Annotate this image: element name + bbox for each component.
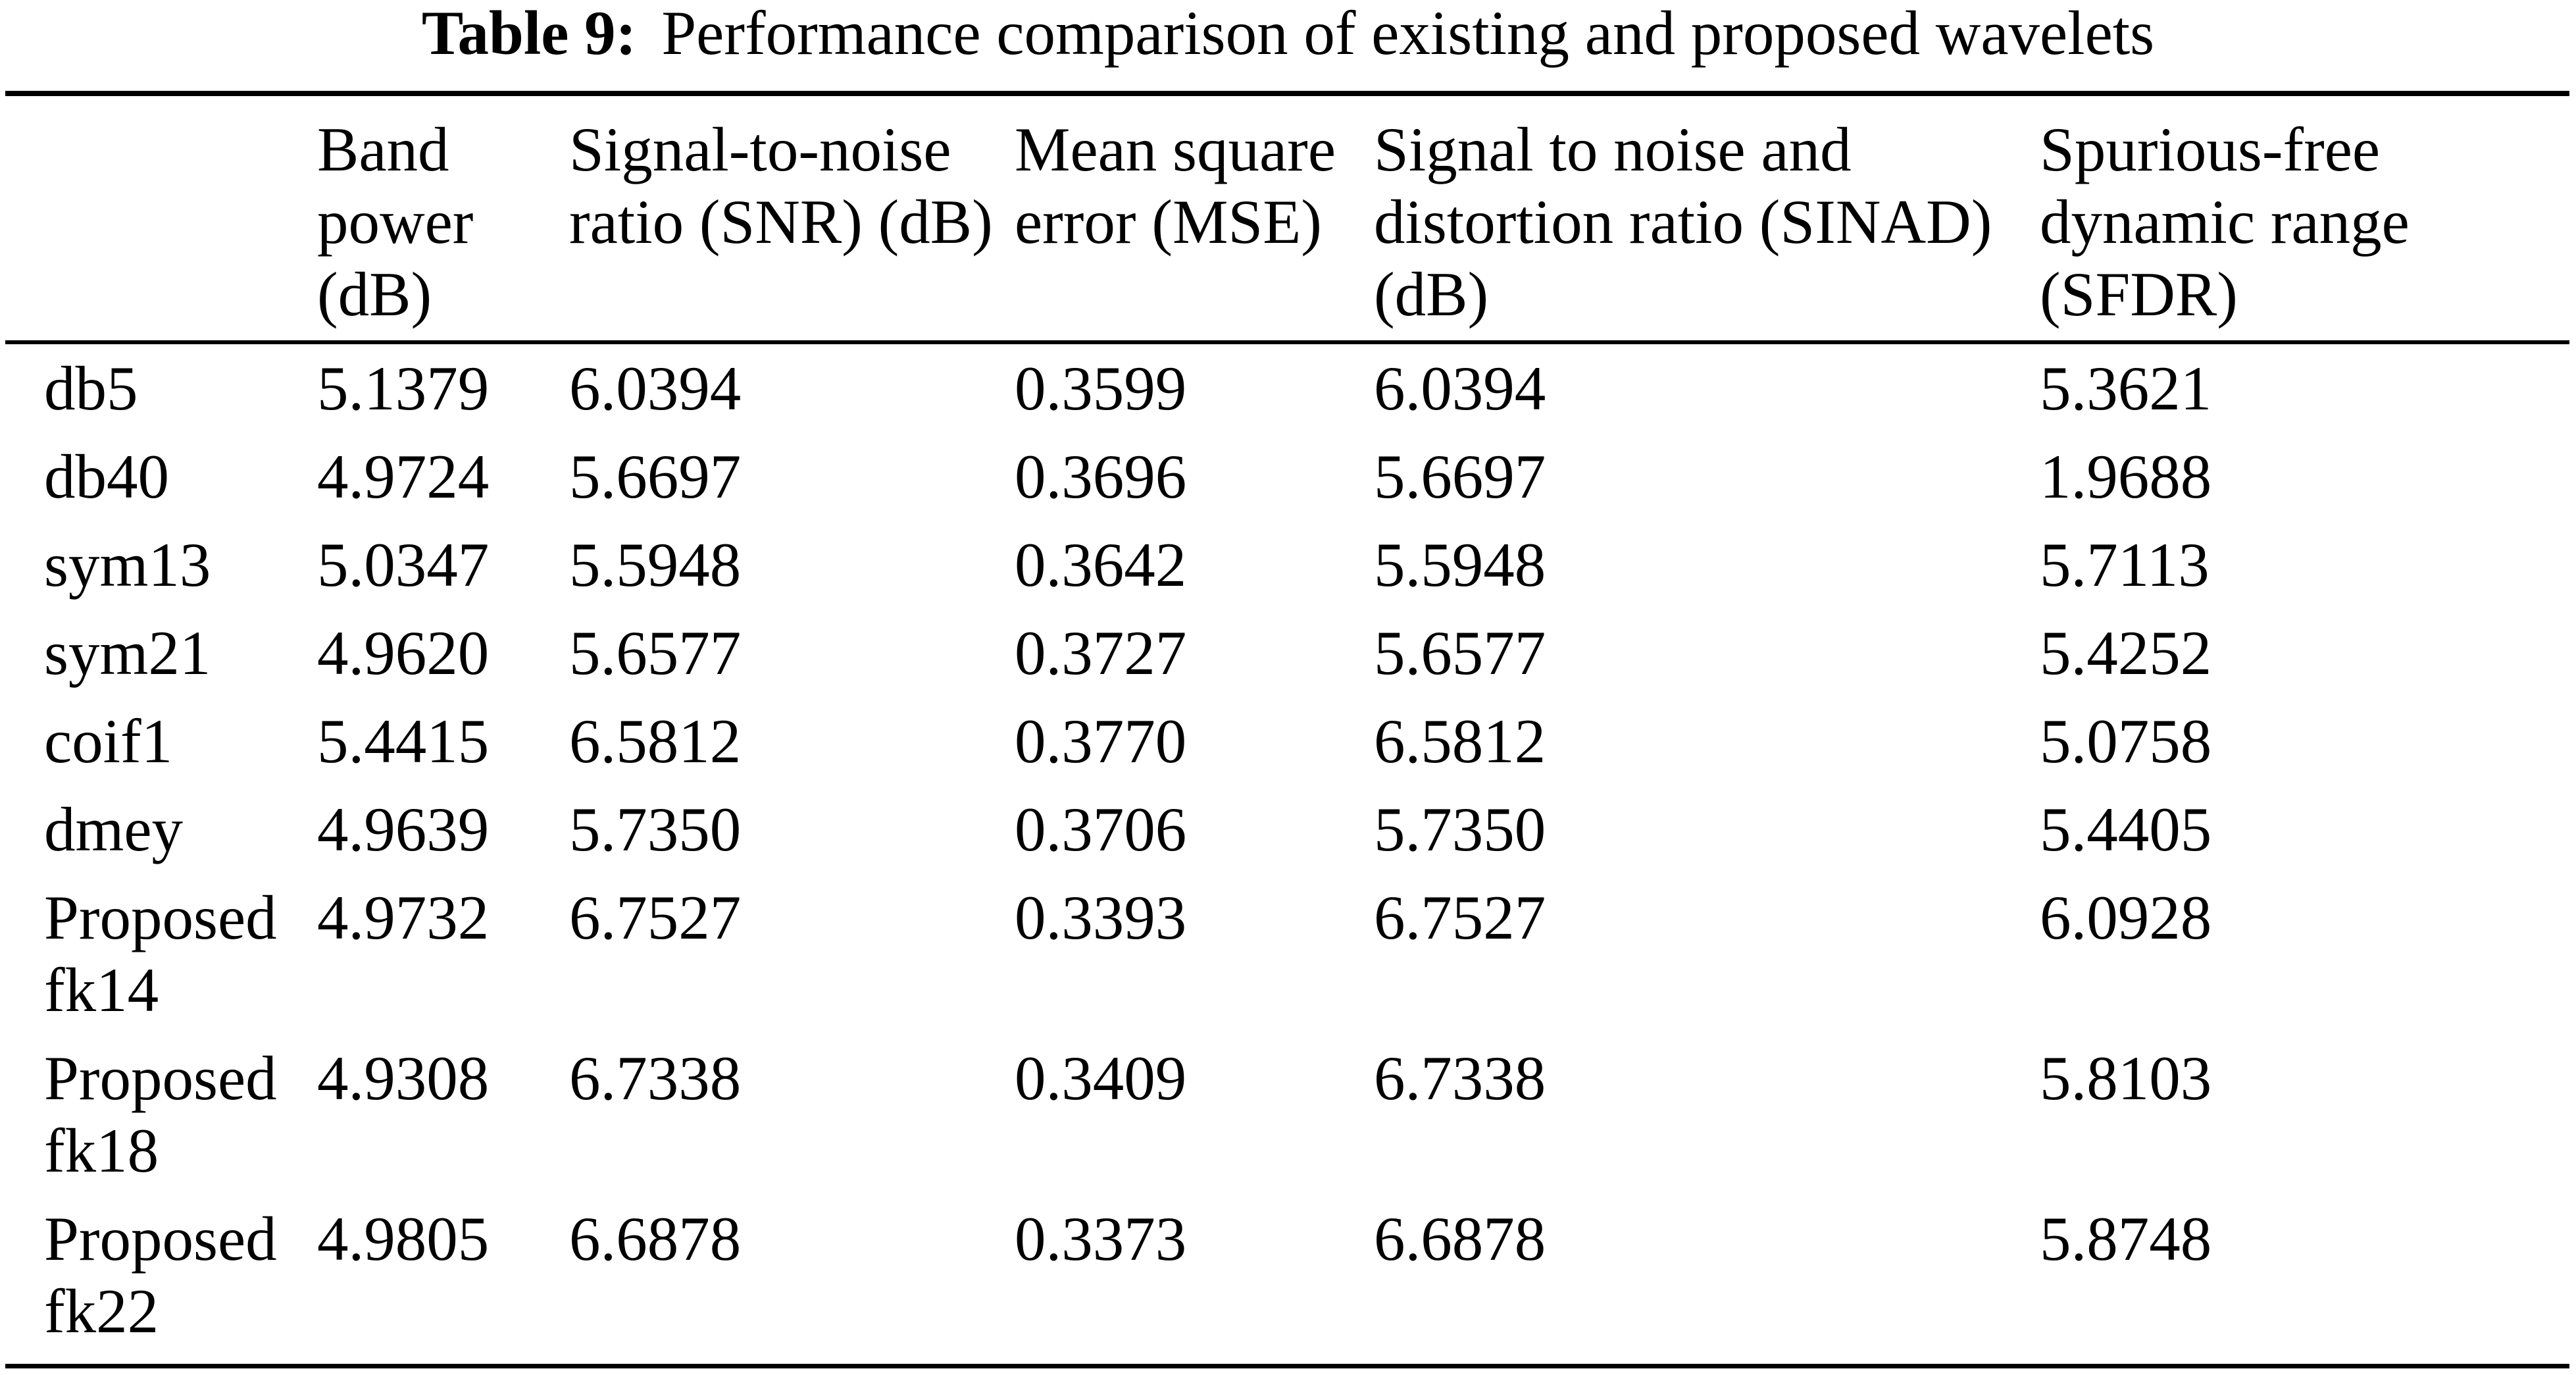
value-cell: 5.6697 <box>569 442 742 511</box>
table-caption: Performance comparison of existing and p… <box>661 0 2155 68</box>
performance-table: Band power (dB) Signal-to-noise ratio (S… <box>44 100 2569 1355</box>
table-row: sym13 5.0347 5.5948 0.3642 5.5948 5.7113 <box>44 521 2569 609</box>
value-cell: 5.7350 <box>569 794 742 864</box>
table-row: db5 5.1379 6.0394 0.3599 6.0394 5.3621 <box>44 344 2569 432</box>
value-cell: 4.9620 <box>317 618 490 688</box>
value-cell: 5.6577 <box>569 618 742 688</box>
value-cell: 5.0758 <box>2040 706 2212 776</box>
value-cell: 4.9308 <box>317 1043 490 1113</box>
bottom-rule <box>5 1364 2569 1368</box>
value-cell: 0.3373 <box>1015 1204 1187 1274</box>
value-cell: 5.4415 <box>317 706 490 776</box>
header-snr: Signal-to-noise ratio (SNR) (dB) <box>569 115 993 257</box>
value-cell: 0.3727 <box>1015 618 1187 688</box>
value-cell: 5.3621 <box>2040 353 2212 423</box>
value-cell: 5.6577 <box>1374 618 1546 688</box>
table-body: db5 5.1379 6.0394 0.3599 6.0394 5.3621 d… <box>44 344 2569 1355</box>
value-cell: 0.3599 <box>1015 353 1187 423</box>
value-cell: 5.6697 <box>1374 442 1546 511</box>
header-row: Band power (dB) Signal-to-noise ratio (S… <box>44 100 2569 344</box>
value-cell: 6.7338 <box>1374 1043 1546 1113</box>
table-row: dmey 4.9639 5.7350 0.3706 5.7350 5.4405 <box>44 785 2569 873</box>
value-cell: 6.0394 <box>1374 353 1546 423</box>
value-cell: 6.6878 <box>569 1204 742 1274</box>
row-label: dmey <box>44 794 184 864</box>
value-cell: 5.7113 <box>2040 530 2210 600</box>
table-row: Proposed fk14 4.9732 6.7527 0.3393 6.752… <box>44 873 2569 1034</box>
value-cell: 5.8103 <box>2040 1043 2212 1113</box>
header-corner-cell <box>44 100 317 344</box>
value-cell: 5.7350 <box>1374 794 1546 864</box>
value-cell: 6.5812 <box>1374 706 1546 776</box>
header-sfdr: Spurious-free dynamic range (SFDR) <box>2040 115 2410 329</box>
value-cell: 5.4252 <box>2040 618 2212 688</box>
value-cell: 0.3409 <box>1015 1043 1187 1113</box>
table-row: Proposed fk18 4.9308 6.7338 0.3409 6.733… <box>44 1034 2569 1195</box>
row-label: db40 <box>44 442 169 511</box>
value-cell: 1.9688 <box>2040 442 2212 511</box>
value-cell: 0.3696 <box>1015 442 1187 511</box>
value-cell: 4.9805 <box>317 1204 490 1274</box>
table-header: Band power (dB) Signal-to-noise ratio (S… <box>44 100 2569 344</box>
table-number-label: Table 9: <box>421 0 637 68</box>
header-mse: Mean square error (MSE) <box>1015 115 1336 257</box>
row-label: Proposed fk18 <box>44 1043 277 1185</box>
row-label: sym21 <box>44 618 211 688</box>
table-title: Table 9: Performance comparison of existi… <box>0 0 2576 72</box>
value-cell: 5.5948 <box>569 530 742 600</box>
value-cell: 6.7338 <box>569 1043 742 1113</box>
value-cell: 4.9724 <box>317 442 490 511</box>
row-label: db5 <box>44 353 138 423</box>
value-cell: 5.8748 <box>2040 1204 2212 1274</box>
value-cell: 6.5812 <box>569 706 742 776</box>
row-label: sym13 <box>44 530 211 600</box>
value-cell: 6.7527 <box>569 883 742 952</box>
value-cell: 5.5948 <box>1374 530 1546 600</box>
value-cell: 4.9639 <box>317 794 490 864</box>
header-band-power: Band power (dB) <box>317 115 474 329</box>
value-cell: 4.9732 <box>317 883 490 952</box>
table-row: db40 4.9724 5.6697 0.3696 5.6697 1.9688 <box>44 432 2569 521</box>
top-rule <box>5 91 2569 96</box>
value-cell: 5.4405 <box>2040 794 2212 864</box>
table-row: sym21 4.9620 5.6577 0.3727 5.6577 5.4252 <box>44 609 2569 697</box>
row-label: Proposed fk22 <box>44 1204 277 1346</box>
header-rule <box>5 340 2569 344</box>
row-label: coif1 <box>44 706 173 776</box>
header-sinad: Signal to noise and distortion ratio (SI… <box>1374 115 1992 329</box>
value-cell: 5.0347 <box>317 530 490 600</box>
value-cell: 0.3706 <box>1015 794 1187 864</box>
value-cell: 0.3770 <box>1015 706 1187 776</box>
value-cell: 6.0928 <box>2040 883 2212 952</box>
value-cell: 6.6878 <box>1374 1204 1546 1274</box>
value-cell: 0.3393 <box>1015 883 1187 952</box>
value-cell: 6.7527 <box>1374 883 1546 952</box>
table-row: Proposed fk22 4.9805 6.6878 0.3373 6.687… <box>44 1195 2569 1355</box>
row-label: Proposed fk14 <box>44 883 277 1025</box>
table-row: coif1 5.4415 6.5812 0.3770 6.5812 5.0758 <box>44 697 2569 785</box>
value-cell: 0.3642 <box>1015 530 1187 600</box>
value-cell: 6.0394 <box>569 353 742 423</box>
value-cell: 5.1379 <box>317 353 490 423</box>
